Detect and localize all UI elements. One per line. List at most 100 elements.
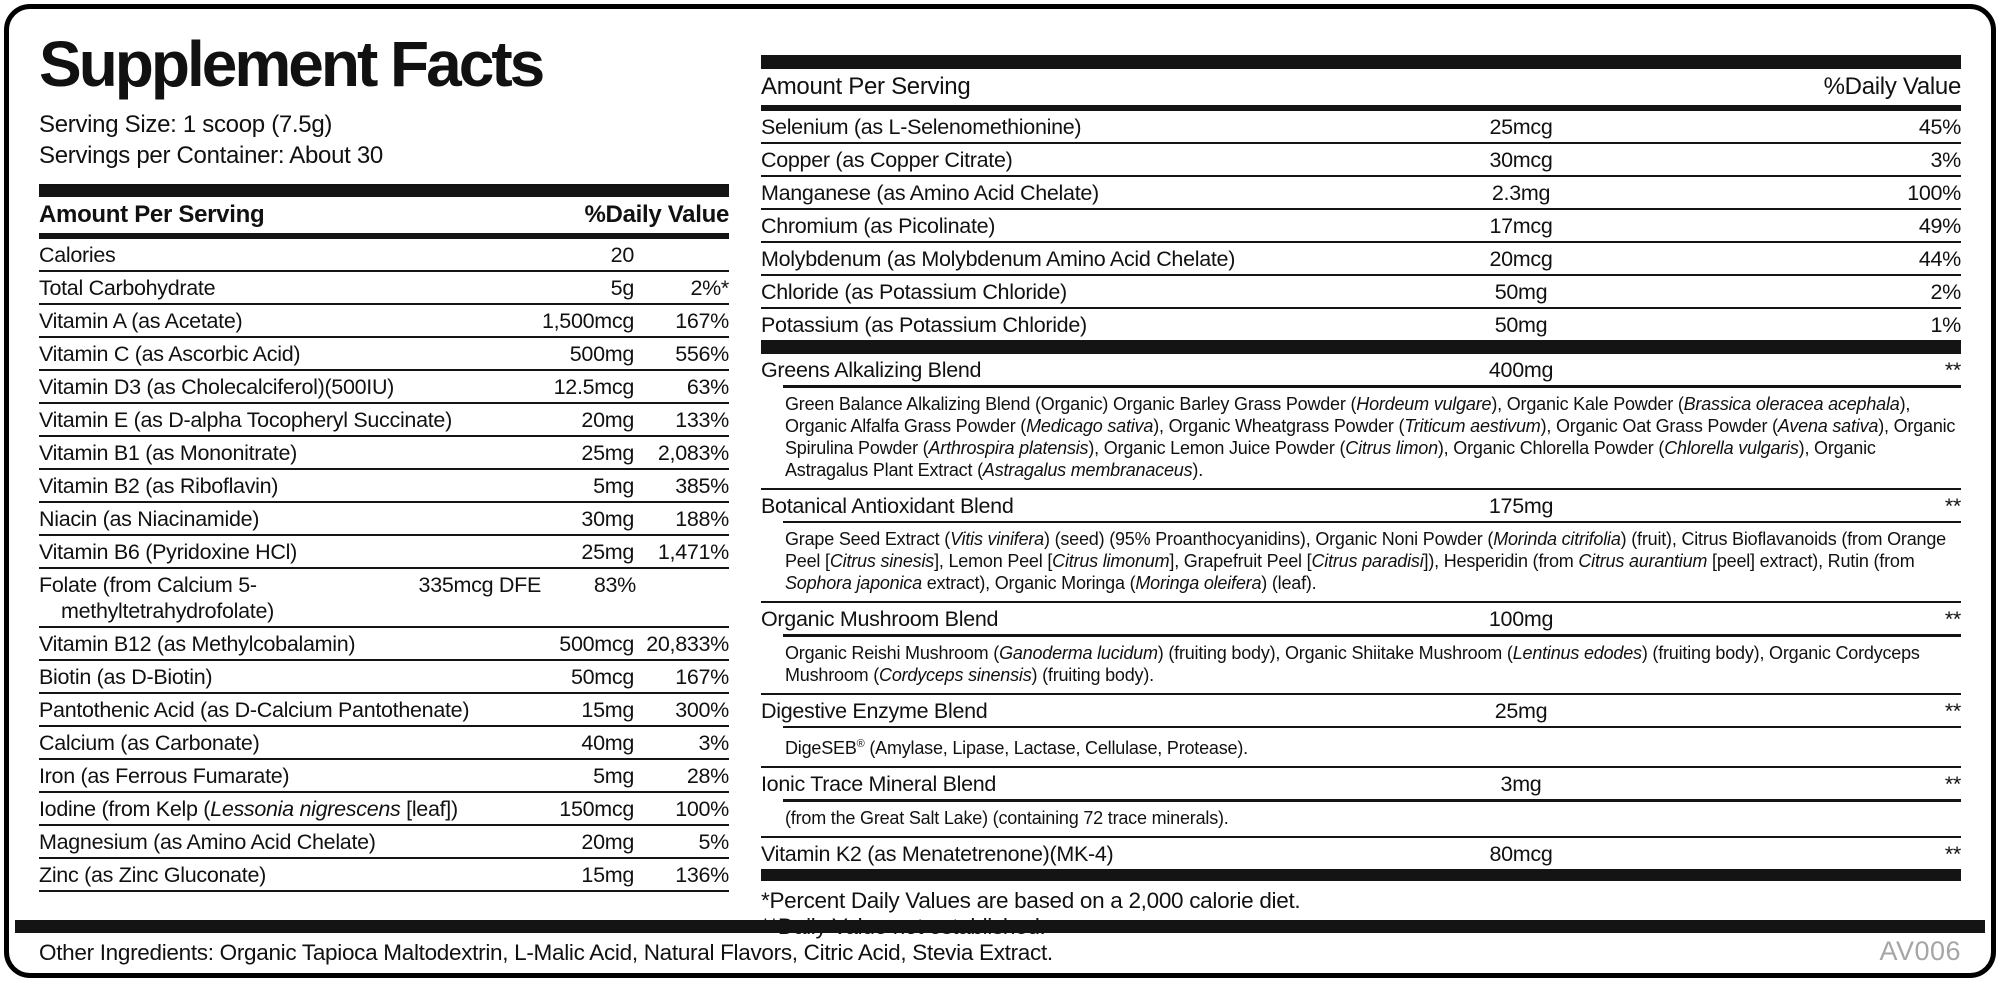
column-header-amount-per-serving: Amount Per Serving [761,73,971,100]
nutrient-amount: 25mg [581,539,634,564]
blend-section: Ionic Trace Mineral Blend 3mg ** (from t… [761,768,1961,838]
blend-amount: 80mcg [1489,841,1553,866]
serving-size: Serving Size: 1 scoop (7.5g) [39,111,333,138]
nutrient-name: Calories [39,242,116,267]
nutrient-daily-value: 44% [1918,246,1961,271]
blend-header-row: Vitamin K2 (as Menatetrenone)(MK-4) 80mc… [761,838,1961,869]
nutrient-daily-value: 49% [1918,213,1961,238]
nutrient-row: Selenium (as L-Selenomethionine) 25mcg 4… [761,111,1961,144]
nutrient-name: Molybdenum (as Molybdenum Amino Acid Che… [761,246,1236,271]
left-table-header: Amount Per Serving %Daily Value [39,197,729,233]
divider [783,725,1961,728]
nutrient-row: Zinc (as Zinc Gluconate) 15mg 136% [39,859,729,892]
nutrient-amount: 20mg [581,407,634,432]
nutrient-daily-value: 100% [675,796,729,821]
header-underline-bar [39,233,729,239]
label-code: AV006 [1879,936,1961,966]
bottom-strip: Other Ingredients: Organic Tapioca Malto… [39,936,1961,967]
right-table-header: Amount Per Serving %Daily Value [761,69,1961,105]
nutrient-daily-value: 100% [1907,180,1961,205]
blend-amount: 400mg [1488,358,1554,382]
nutrient-daily-value: 300% [675,697,729,722]
blend-section: Greens Alkalizing Blend 400mg ** Green B… [761,354,1961,490]
nutrient-daily-value: 1,471% [657,539,729,564]
nutrient-daily-value: 63% [686,374,729,399]
nutrient-amount: 50mg [1494,312,1548,337]
nutrient-daily-value: 5% [698,829,730,854]
nutrient-name: Pantothenic Acid (as D-Calcium Pantothen… [39,697,470,722]
nutrient-amount: 5g [610,275,635,300]
blend-daily-value: ** [1944,493,1961,518]
blend-amount: 25mg [1494,698,1548,723]
nutrient-amount: 500mcg [559,631,634,656]
nutrient-name: Potassium (as Potassium Chloride) [761,312,1087,337]
nutrient-amount: 15mg [581,862,634,887]
nutrient-daily-value: 167% [675,664,729,689]
nutrient-name: Niacin (as Niacinamide) [39,506,260,531]
blend-header-row: Botanical Antioxidant Blend 175mg ** [761,490,1961,521]
nutrient-name: Vitamin D3 (as Cholecalciferol)(500IU) [39,374,395,399]
nutrient-amount: 20 [610,242,635,267]
supplement-facts-label: Supplement Facts Serving Size: 1 scoop (… [4,4,1996,978]
bottom-divider-bar [15,920,1985,933]
nutrient-daily-value: 2%* [690,275,729,300]
nutrient-amount: 30mcg [1489,147,1553,172]
nutrient-row: Copper (as Copper Citrate) 30mcg 3% [761,144,1961,177]
divider [783,634,1961,637]
section-bar [39,186,729,197]
nutrient-amount: 20mg [581,829,634,854]
blend-header-row: Organic Mushroom Blend 100mg ** [761,603,1961,634]
nutrient-daily-value: 133% [675,407,729,432]
section-bar [761,868,1961,881]
nutrient-row: Iodine (from Kelp (Lessonia nigrescens [… [39,793,729,826]
nutrient-name: Magnesium (as Amino Acid Chelate) [39,829,376,854]
nutrient-amount: 50mg [1494,279,1548,304]
nutrient-daily-value: 556% [675,341,729,366]
nutrient-row: Folate (from Calcium 5-methyltetrahydrof… [39,569,729,628]
nutrient-row: Total Carbohydrate 5g 2%* [39,272,729,305]
blend-daily-value: ** [1944,358,1961,382]
nutrient-name: Vitamin B1 (as Mononitrate) [39,440,297,465]
blend-header-row: Ionic Trace Mineral Blend 3mg ** [761,768,1961,799]
blend-name: Digestive Enzyme Blend [761,698,988,723]
nutrient-daily-value: 3% [698,730,730,755]
column-header-daily-value: %Daily Value [1823,73,1962,100]
blend-header-row: Greens Alkalizing Blend 400mg ** [761,354,1961,385]
right-column: Amount Per Serving %Daily Value Selenium… [761,55,1961,940]
nutrient-daily-value: 28% [686,763,729,788]
blend-name: Organic Mushroom Blend [761,607,999,631]
nutrient-name: Vitamin C (as Ascorbic Acid) [39,341,301,366]
blend-description: Organic Reishi Mushroom (Ganoderma lucid… [785,642,1920,685]
blend-daily-value: ** [1944,772,1961,796]
left-column: Supplement Facts Serving Size: 1 scoop (… [39,9,729,940]
nutrient-daily-value: 20,833% [646,631,729,656]
nutrient-amount: 50mcg [570,664,634,689]
nutrient-daily-value: 167% [675,308,729,333]
nutrient-row: Vitamin B2 (as Riboflavin) 5mg 385% [39,470,729,503]
blend-section: Organic Mushroom Blend 100mg ** Organic … [761,603,1961,695]
blend-description: Green Balance Alkalizing Blend (Organic)… [785,393,1956,480]
blend-daily-value: ** [1944,607,1961,631]
nutrient-row: Pantothenic Acid (as D-Calcium Pantothen… [39,694,729,727]
nutrient-row: Vitamin B1 (as Mononitrate) 25mg 2,083% [39,437,729,470]
blend-daily-value: ** [1944,698,1961,723]
blend-header-row: Digestive Enzyme Blend 25mg ** [761,695,1961,726]
nutrient-name: Iodine (from Kelp (Lessonia nigrescens [… [39,796,458,821]
header-underline-bar [761,105,1961,111]
nutrient-amount: 30mg [581,506,634,531]
nutrient-row: Manganese (as Amino Acid Chelate) 2.3mg … [761,177,1961,210]
nutrient-daily-value: 385% [675,473,729,498]
section-bar [761,342,1961,354]
nutrient-name: Total Carbohydrate [39,275,216,300]
nutrient-name: Vitamin B6 (Pyridoxine HCl) [39,539,297,564]
blend-description: Grape Seed Extract (Vitis vinifera) (see… [785,529,1946,593]
divider [783,520,1961,523]
section-bar [761,55,1961,69]
nutrient-row: Molybdenum (as Molybdenum Amino Acid Che… [761,243,1961,276]
blend-name: Ionic Trace Mineral Blend [761,772,997,796]
nutrient-row: Potassium (as Potassium Chloride) 50mg 1… [761,309,1961,342]
nutrient-daily-value: 2,083% [657,440,729,465]
nutrient-amount: 20mcg [1489,246,1553,271]
nutrient-amount: 5mg [593,763,634,788]
nutrient-amount: 15mg [581,697,634,722]
